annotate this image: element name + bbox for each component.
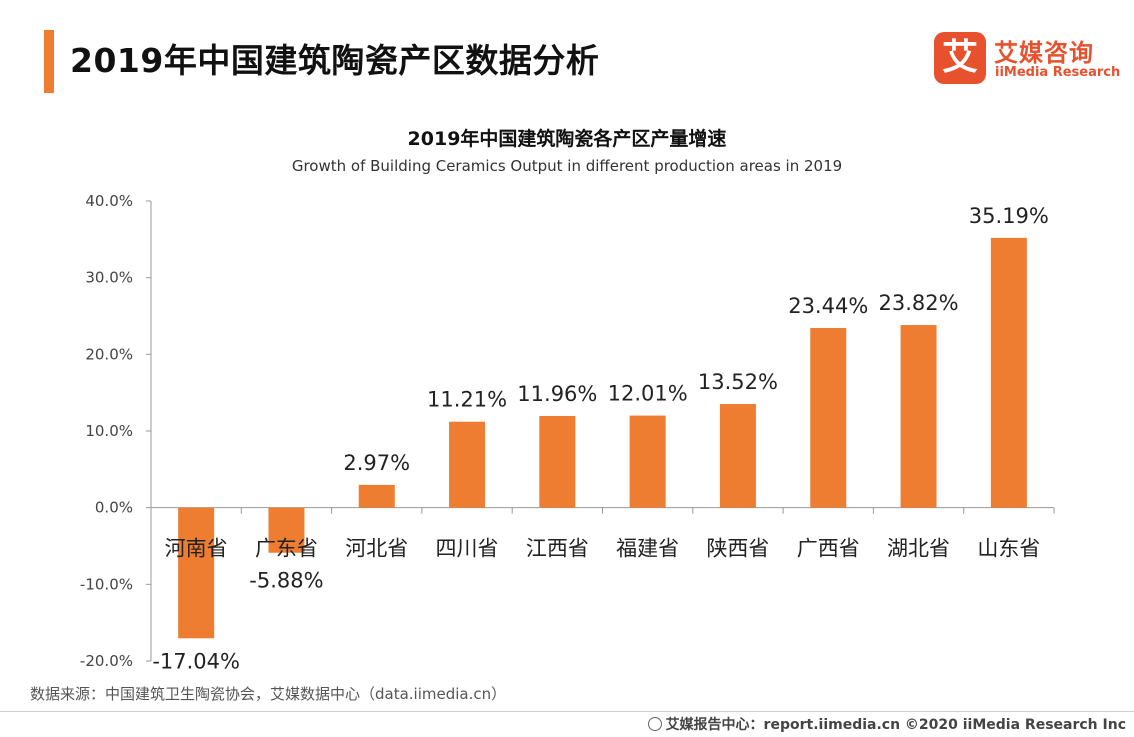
y-tick-label: -20.0% (80, 652, 133, 670)
footer-text: 艾媒报告中心：report.iimedia.cn ©2020 iiMedia R… (665, 717, 1126, 733)
bar (900, 325, 937, 508)
logo-name-en: iiMedia Research (995, 65, 1121, 80)
data-label: -5.88% (249, 569, 323, 593)
footer: 艾媒报告中心：report.iimedia.cn ©2020 iiMedia R… (647, 714, 1126, 734)
data-label: 11.21% (427, 388, 507, 412)
y-tick-label: -10.0% (80, 575, 133, 593)
logo-name-cn: 艾媒咨询 (994, 39, 1094, 67)
bar (178, 507, 215, 639)
y-tick-label: 40.0% (85, 192, 133, 210)
y-tick-label: 30.0% (85, 269, 133, 287)
bar-chart: 2019年中国建筑陶瓷各产区产量增速 Growth of Building Cer… (80, 127, 1055, 673)
iimedia-logo: 艾 艾媒咨询 iiMedia Research (934, 30, 1120, 90)
source-note: 数据来源：中国建筑卫生陶瓷协会，艾媒数据中心（data.iimedia.cn） (30, 685, 507, 703)
bar (539, 415, 576, 508)
y-tick-label: 20.0% (85, 345, 133, 363)
page-title: 2019年中国建筑陶瓷产区数据分析 (70, 41, 600, 80)
x-tick-label: 河南省 (165, 537, 228, 561)
x-tick-label: 陕西省 (706, 537, 769, 561)
y-tick-label: 0.0% (95, 499, 133, 517)
title-accent-bar (44, 30, 54, 93)
data-label: 12.01% (608, 382, 688, 406)
x-tick-label: 广西省 (797, 537, 860, 561)
x-tick-label: 江西省 (526, 537, 589, 561)
bar (990, 237, 1027, 508)
x-tick-label: 湖北省 (887, 537, 950, 561)
x-tick-label: 河北省 (345, 537, 408, 561)
footer-divider (0, 711, 1134, 712)
chart-title: 2019年中国建筑陶瓷各产区产量增速 (408, 127, 727, 150)
y-tick-label: 10.0% (85, 422, 133, 440)
data-label: 23.44% (788, 294, 868, 318)
bar (268, 507, 305, 553)
data-label: 23.82% (879, 291, 959, 315)
x-tick-label: 四川省 (436, 537, 499, 561)
data-label: 2.97% (343, 451, 410, 475)
data-label: -17.04% (152, 649, 240, 673)
data-label: 13.52% (698, 370, 778, 394)
x-tick-label: 福建省 (616, 537, 679, 561)
bar (449, 421, 486, 508)
bar (810, 327, 847, 508)
data-label: 11.96% (517, 382, 597, 406)
data-label: 35.19% (969, 204, 1049, 228)
bar (358, 484, 395, 508)
x-tick-label: 山东省 (977, 537, 1040, 561)
bar (719, 404, 756, 508)
x-tick-label: 广东省 (255, 537, 318, 561)
chart-subtitle: Growth of Building Ceramics Output in di… (292, 157, 842, 175)
logo-mark-icon: 艾 (934, 32, 986, 84)
bar (629, 415, 666, 508)
globe-icon (647, 717, 662, 731)
